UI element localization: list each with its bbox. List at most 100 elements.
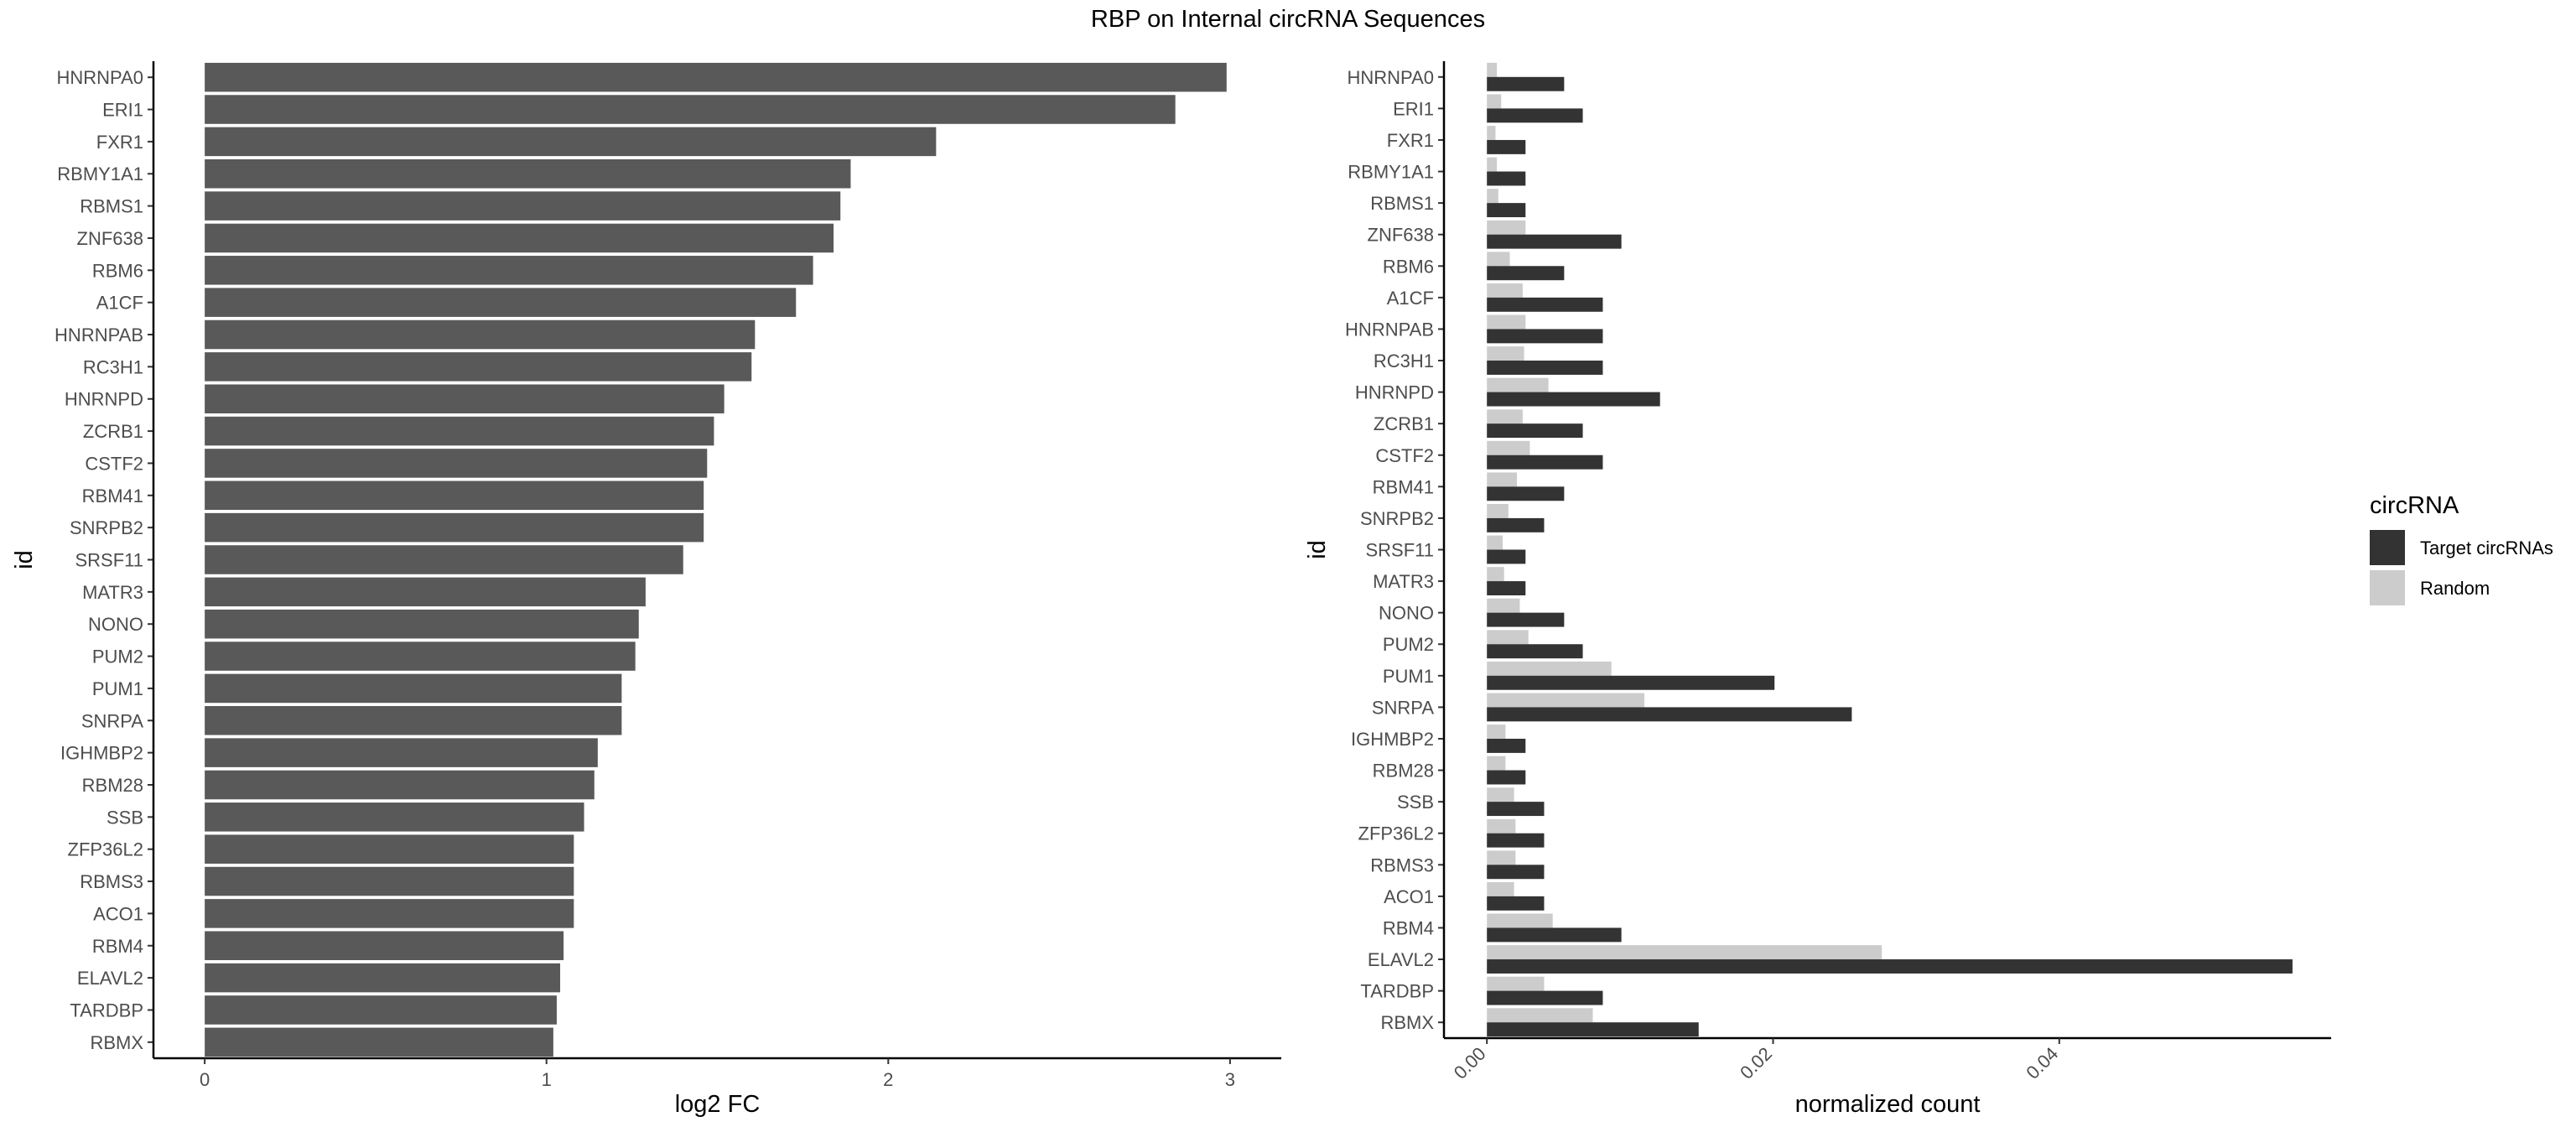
bar-nono <box>205 609 639 639</box>
y-tick-label: RBM4 <box>1383 917 1434 938</box>
bar-random-rbms1 <box>1487 189 1498 204</box>
bar-target-elavl2 <box>1487 959 2293 974</box>
x-tick-label: 0.00 <box>1450 1043 1490 1083</box>
y-tick-label: ACO1 <box>1384 886 1434 907</box>
y-tick-label: TARDBP <box>1360 981 1434 1002</box>
bar-hnrnpab <box>205 319 756 350</box>
y-tick-label: RBM41 <box>1373 476 1434 497</box>
y-tick-label: HNRNPD <box>1355 382 1434 403</box>
y-tick-label: RBM28 <box>82 775 143 796</box>
y-tick-label: MATR3 <box>1373 571 1434 592</box>
y-tick-label: ELAVL2 <box>77 968 143 989</box>
x-tick-label: 0 <box>200 1069 210 1090</box>
bar-random-nono <box>1487 598 1520 613</box>
bar-target-eri1 <box>1487 108 1583 123</box>
y-tick-label: SNRPA <box>1372 697 1434 718</box>
x-axis-title: normalized count <box>1795 1091 1981 1118</box>
bar-random-zcrb1 <box>1487 409 1523 424</box>
bar-random-srsf11 <box>1487 535 1503 550</box>
y-tick-label: RBMY1A1 <box>1348 162 1434 183</box>
y-axis-title: id <box>1304 540 1331 559</box>
y-tick-label: HNRNPA0 <box>56 67 143 88</box>
y-tick-label: ZCRB1 <box>1374 413 1434 434</box>
y-tick-label: RBM41 <box>82 486 143 506</box>
bar-random-hnrnpab <box>1487 314 1526 330</box>
y-axis-title: id <box>11 550 38 569</box>
legend-label: Random <box>2420 578 2490 599</box>
bar-target-srsf11 <box>1487 549 1526 564</box>
x-tick-label: 0.04 <box>2022 1043 2062 1083</box>
y-tick-label: SSB <box>106 807 143 828</box>
legend-swatch-random <box>2370 570 2405 605</box>
bar-target-rbmy1a1 <box>1487 171 1526 186</box>
legend-label: Target circRNAs <box>2420 538 2553 558</box>
bar-znf638 <box>205 223 834 253</box>
bar-elavl2 <box>205 963 561 993</box>
bar-target-pum1 <box>1487 675 1775 690</box>
y-tick-label: HNRNPD <box>65 389 143 410</box>
x-axis-title: log2 FC <box>675 1091 761 1118</box>
bar-fxr1 <box>205 127 937 157</box>
y-tick-label: RBM6 <box>92 260 143 281</box>
y-tick-label: ZCRB1 <box>83 421 143 442</box>
bar-target-zcrb1 <box>1487 423 1583 439</box>
legend: circRNA Target circRNAs Random <box>2370 492 2553 605</box>
bar-rbmx <box>205 1027 553 1057</box>
bar-rbm6 <box>205 256 813 285</box>
bar-random-hnrnpa0 <box>1487 62 1498 77</box>
y-tick-label: A1CF <box>96 293 143 314</box>
bar-random-elavl2 <box>1487 945 1883 960</box>
y-tick-label: PUM2 <box>1383 634 1434 655</box>
bar-random-rbms3 <box>1487 850 1516 865</box>
left-panel-log2fc: HNRNPA0 ERI1 FXR1 RBMY1A1 RBMS1 ZNF638 RBM6 A1C… <box>11 61 1281 1118</box>
bar-random-rc3h1 <box>1487 346 1524 361</box>
bar-srsf11 <box>205 545 683 574</box>
y-tick-label: A1CF <box>1387 288 1434 309</box>
bar-rbm41 <box>205 480 704 511</box>
bar-target-ighmbp2 <box>1487 738 1526 753</box>
y-tick-label: RC3H1 <box>1374 351 1434 371</box>
y-tick-label: FXR1 <box>1387 130 1434 151</box>
bar-tardbp <box>205 995 557 1025</box>
y-tick-label: ERI1 <box>1393 98 1434 119</box>
bar-target-hnrnpab <box>1487 329 1603 344</box>
bar-pum2 <box>205 641 636 671</box>
y-tick-label: PUM2 <box>92 647 143 667</box>
bar-random-cstf2 <box>1487 440 1530 455</box>
bar-target-matr3 <box>1487 581 1526 595</box>
bar-a1cf <box>205 288 797 317</box>
bar-random-eri1 <box>1487 94 1502 109</box>
bar-eri1 <box>205 95 1176 124</box>
y-tick-label: IGHMBP2 <box>1351 729 1434 750</box>
y-tick-label: SRSF11 <box>1365 540 1434 561</box>
y-tick-label: HNRNPA0 <box>1347 67 1434 88</box>
y-tick-label: HNRNPAB <box>55 325 143 345</box>
y-tick-label: SNRPA <box>81 710 143 731</box>
bar-random-snrpa <box>1487 693 1644 708</box>
bar-target-pum2 <box>1487 644 1583 659</box>
y-tick-label: SSB <box>1397 792 1434 813</box>
bar-target-tardbp <box>1487 990 1603 1005</box>
bar-zfp36l2 <box>205 834 574 864</box>
y-tick-label: TARDBP <box>70 1000 143 1021</box>
y-tick-label: RBMS1 <box>80 196 143 217</box>
bar-ighmbp2 <box>205 738 598 767</box>
y-tick-label: PUM1 <box>1383 666 1434 687</box>
bar-random-zfp36l2 <box>1487 818 1516 834</box>
bar-rbms3 <box>205 866 574 896</box>
bar-random-hnrnpd <box>1487 377 1549 392</box>
y-tick-label: MATR3 <box>82 582 143 603</box>
bar-target-rbms1 <box>1487 203 1526 218</box>
bar-target-cstf2 <box>1487 454 1603 470</box>
y-tick-label: CSTF2 <box>85 453 143 474</box>
bar-random-rbm28 <box>1487 756 1506 771</box>
y-tick-label: RBM28 <box>1373 761 1434 782</box>
y-tick-label: ZFP36L2 <box>1358 823 1435 844</box>
y-tick-label: RC3H1 <box>83 356 143 377</box>
bar-hnrnpd <box>205 384 724 413</box>
bar-random-znf638 <box>1487 220 1526 235</box>
y-tick-label: NONO <box>88 614 143 635</box>
y-tick-label: RBMX <box>1380 1012 1434 1033</box>
bar-zcrb1 <box>205 416 714 446</box>
bar-target-aco1 <box>1487 896 1545 911</box>
